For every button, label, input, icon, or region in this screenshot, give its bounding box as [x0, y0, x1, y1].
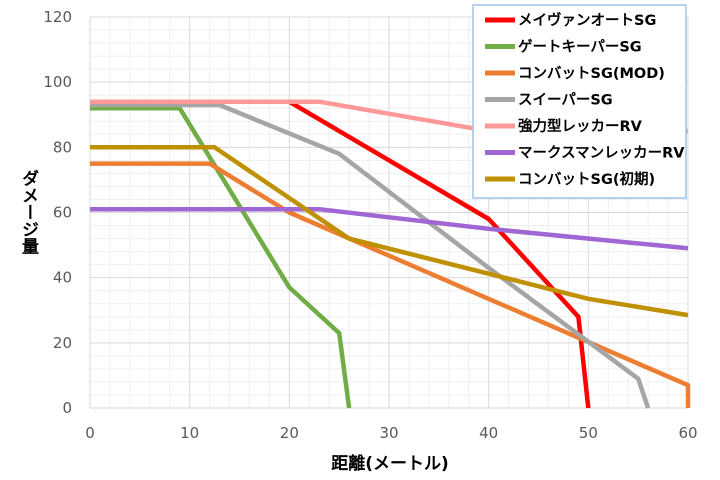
- x-axis-tick-labels: 0 10 20 30 40 50 60: [85, 424, 697, 442]
- y-tick-label: 20: [53, 334, 72, 352]
- legend-label: コンバットSG(初期): [518, 170, 655, 188]
- y-axis-tick-labels: 0 20 40 60 80 100 120: [43, 8, 72, 417]
- series-line: [90, 105, 352, 409]
- y-tick-label: 60: [53, 204, 72, 222]
- x-axis-title: 距離(メートル): [331, 453, 449, 474]
- y-tick-label: 0: [62, 399, 72, 417]
- x-tick-label: 0: [85, 424, 95, 442]
- y-tick-label: 120: [43, 8, 72, 26]
- legend-label: スイーパーSG: [518, 92, 613, 109]
- legend-label: マークスマンレッカーRV: [518, 145, 685, 162]
- y-tick-label: 80: [53, 138, 72, 156]
- y-tick-label: 40: [53, 269, 72, 287]
- legend-items: メイヴァンオートSG ゲートキーパーSG コンバットSG(MOD) スイーパーSG 強力…: [485, 11, 685, 188]
- x-tick-label: 40: [479, 424, 498, 442]
- legend-label: ゲートキーパーSG: [518, 38, 642, 56]
- y-axis-title: ダメージ量: [18, 168, 39, 254]
- x-tick-label: 20: [280, 424, 299, 442]
- x-tick-label: 60: [678, 424, 697, 442]
- x-tick-label: 50: [579, 424, 598, 442]
- x-tick-label: 10: [180, 424, 199, 442]
- series-line: [90, 161, 691, 408]
- legend-label: メイヴァンオートSG: [518, 11, 656, 29]
- legend: メイヴァンオートSG ゲートキーパーSG コンバットSG(MOD) スイーパーSG 強力…: [472, 4, 687, 199]
- series-lines: [90, 99, 691, 409]
- series-line: [90, 206, 689, 251]
- x-tick-label: 30: [379, 424, 398, 442]
- legend-label: 強力型レッカーRV: [518, 117, 643, 135]
- series-line: [90, 145, 689, 318]
- legend-label: コンバットSG(MOD): [518, 65, 665, 82]
- y-tick-label: 100: [43, 73, 72, 91]
- series-line: [90, 102, 651, 409]
